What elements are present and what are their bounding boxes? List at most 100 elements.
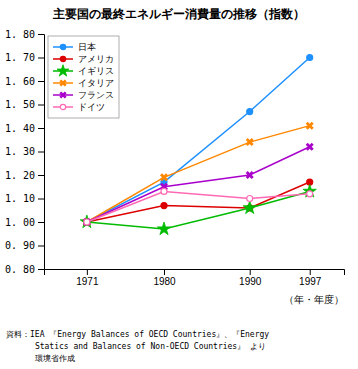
x-tick-mark	[164, 269, 165, 275]
y-tick-label: 1. 80	[5, 29, 35, 40]
y-tick-mark	[38, 175, 44, 176]
x-tick-mark	[87, 269, 88, 275]
annotation: Statics and Balances of Non-OECD Countri…	[6, 342, 266, 351]
data-point	[304, 120, 316, 132]
series-line	[87, 191, 310, 229]
annotations: 資料：IEA 『Energy Balances of OECD Countrie…	[6, 330, 269, 363]
series-line	[87, 191, 310, 222]
y-tick-label: 1. 60	[5, 76, 35, 87]
y-tick-mark	[38, 269, 44, 270]
y-tick-mark	[38, 246, 44, 247]
data-point	[244, 169, 256, 181]
data-point	[81, 216, 93, 228]
data-point	[84, 219, 90, 225]
y-tick-label: 1. 30	[5, 146, 35, 157]
data-point	[307, 55, 313, 61]
chart: 1971 1980 1990 1997 0. 80 0. 90 1. 00 1. 10 1. 2…	[0, 0, 358, 369]
x-tick-mark	[250, 269, 251, 275]
x-tick: 1997	[299, 269, 322, 287]
data-point	[157, 222, 170, 235]
data-point	[84, 219, 90, 225]
y-tick-mark	[38, 81, 44, 82]
x-axis-line	[45, 270, 345, 276]
data-point	[80, 215, 93, 228]
series-line	[87, 58, 310, 223]
annotation: 資料：IEA 『Energy Balances of OECD Countrie…	[6, 330, 269, 339]
data-point	[84, 219, 90, 225]
data-point	[247, 196, 253, 202]
legend-label: ドイツ	[78, 102, 105, 112]
data-point	[247, 109, 253, 115]
x-tick-label: 1980	[153, 276, 176, 287]
y-tick-label: 1. 70	[5, 52, 35, 63]
annotation: 環境省作成	[6, 354, 75, 363]
legend-item: ドイツ	[53, 102, 105, 112]
y-tick: 0. 80	[5, 264, 44, 275]
y-tick-mark	[38, 105, 44, 106]
y-tick: 1. 10	[5, 193, 44, 204]
y-tick: 1. 60	[5, 76, 44, 87]
legend-marker	[58, 78, 69, 89]
series-line	[87, 147, 310, 222]
data-point	[303, 184, 316, 197]
title: 主要国の最終エネルギー消費量の推移（指数）	[52, 7, 305, 21]
x-tick: 1980	[153, 269, 176, 287]
y-tick-mark	[38, 34, 44, 35]
legend: 日本アメリカイギリスイタリアフランスドイツ	[48, 36, 119, 118]
y-tick: 1. 20	[5, 170, 44, 181]
y-tick-label: 1. 50	[5, 99, 35, 110]
y-tick-mark	[38, 199, 44, 200]
y-axis-line	[38, 35, 45, 270]
data-point	[161, 188, 167, 194]
legend-label: フランス	[78, 90, 114, 100]
legend-box	[48, 36, 119, 118]
data-point	[81, 216, 93, 228]
legend-items: 日本アメリカイギリスイタリアフランスドイツ	[53, 42, 114, 112]
x-tick-label: 1990	[239, 276, 262, 287]
y-tick: 0. 90	[5, 240, 44, 251]
y-tick-label: 1. 40	[5, 123, 35, 134]
y-axis: 0. 80 0. 90 1. 00 1. 10 1. 20 1. 30 1. 40 1. 50…	[5, 29, 45, 275]
x-axis: 1971 1980 1990 1997	[45, 269, 345, 287]
data-point	[161, 203, 167, 209]
x-tick: 1990	[239, 269, 262, 287]
y-tick: 1. 70	[5, 52, 44, 63]
y-tick: 1. 40	[5, 123, 44, 134]
legend-marker	[60, 44, 65, 49]
y-tick: 1. 80	[5, 29, 44, 40]
y-tick-label: 0. 80	[5, 264, 35, 275]
legend-label: アメリカ	[78, 54, 114, 64]
x-axis-label: （年・年度）	[284, 294, 344, 305]
y-tick-mark	[38, 58, 44, 59]
x-tick: 1971	[76, 269, 99, 287]
legend-label: イタリア	[78, 78, 114, 88]
y-tick-mark	[38, 152, 44, 153]
legend-item: 日本	[53, 42, 96, 52]
legend-item: フランス	[53, 90, 114, 101]
legend-marker	[57, 65, 69, 76]
data-point	[158, 171, 170, 183]
y-tick-label: 1. 20	[5, 170, 35, 181]
y-tick-mark	[38, 128, 44, 129]
y-tick: 1. 50	[5, 99, 44, 110]
data-point	[307, 191, 313, 197]
legend-item: アメリカ	[53, 54, 114, 64]
data-point	[244, 136, 256, 148]
y-tick: 1. 00	[5, 217, 44, 228]
x-tick-label: 1997	[299, 276, 322, 287]
legend-marker	[60, 56, 65, 61]
legend-item: イギリス	[53, 65, 114, 76]
y-tick: 1. 30	[5, 146, 44, 157]
data-point	[243, 201, 256, 214]
x-tick-label: 1971	[76, 276, 99, 287]
legend-marker	[58, 90, 69, 101]
legend-label: イギリス	[78, 66, 114, 76]
y-tick-mark	[38, 222, 44, 223]
series-line	[87, 126, 310, 222]
legend-marker	[60, 104, 65, 109]
y-tick-label: 1. 10	[5, 193, 35, 204]
legend-label: 日本	[78, 42, 96, 52]
y-tick-label: 0. 90	[5, 240, 35, 251]
y-tick-label: 1. 00	[5, 217, 35, 228]
data-point	[304, 141, 316, 153]
